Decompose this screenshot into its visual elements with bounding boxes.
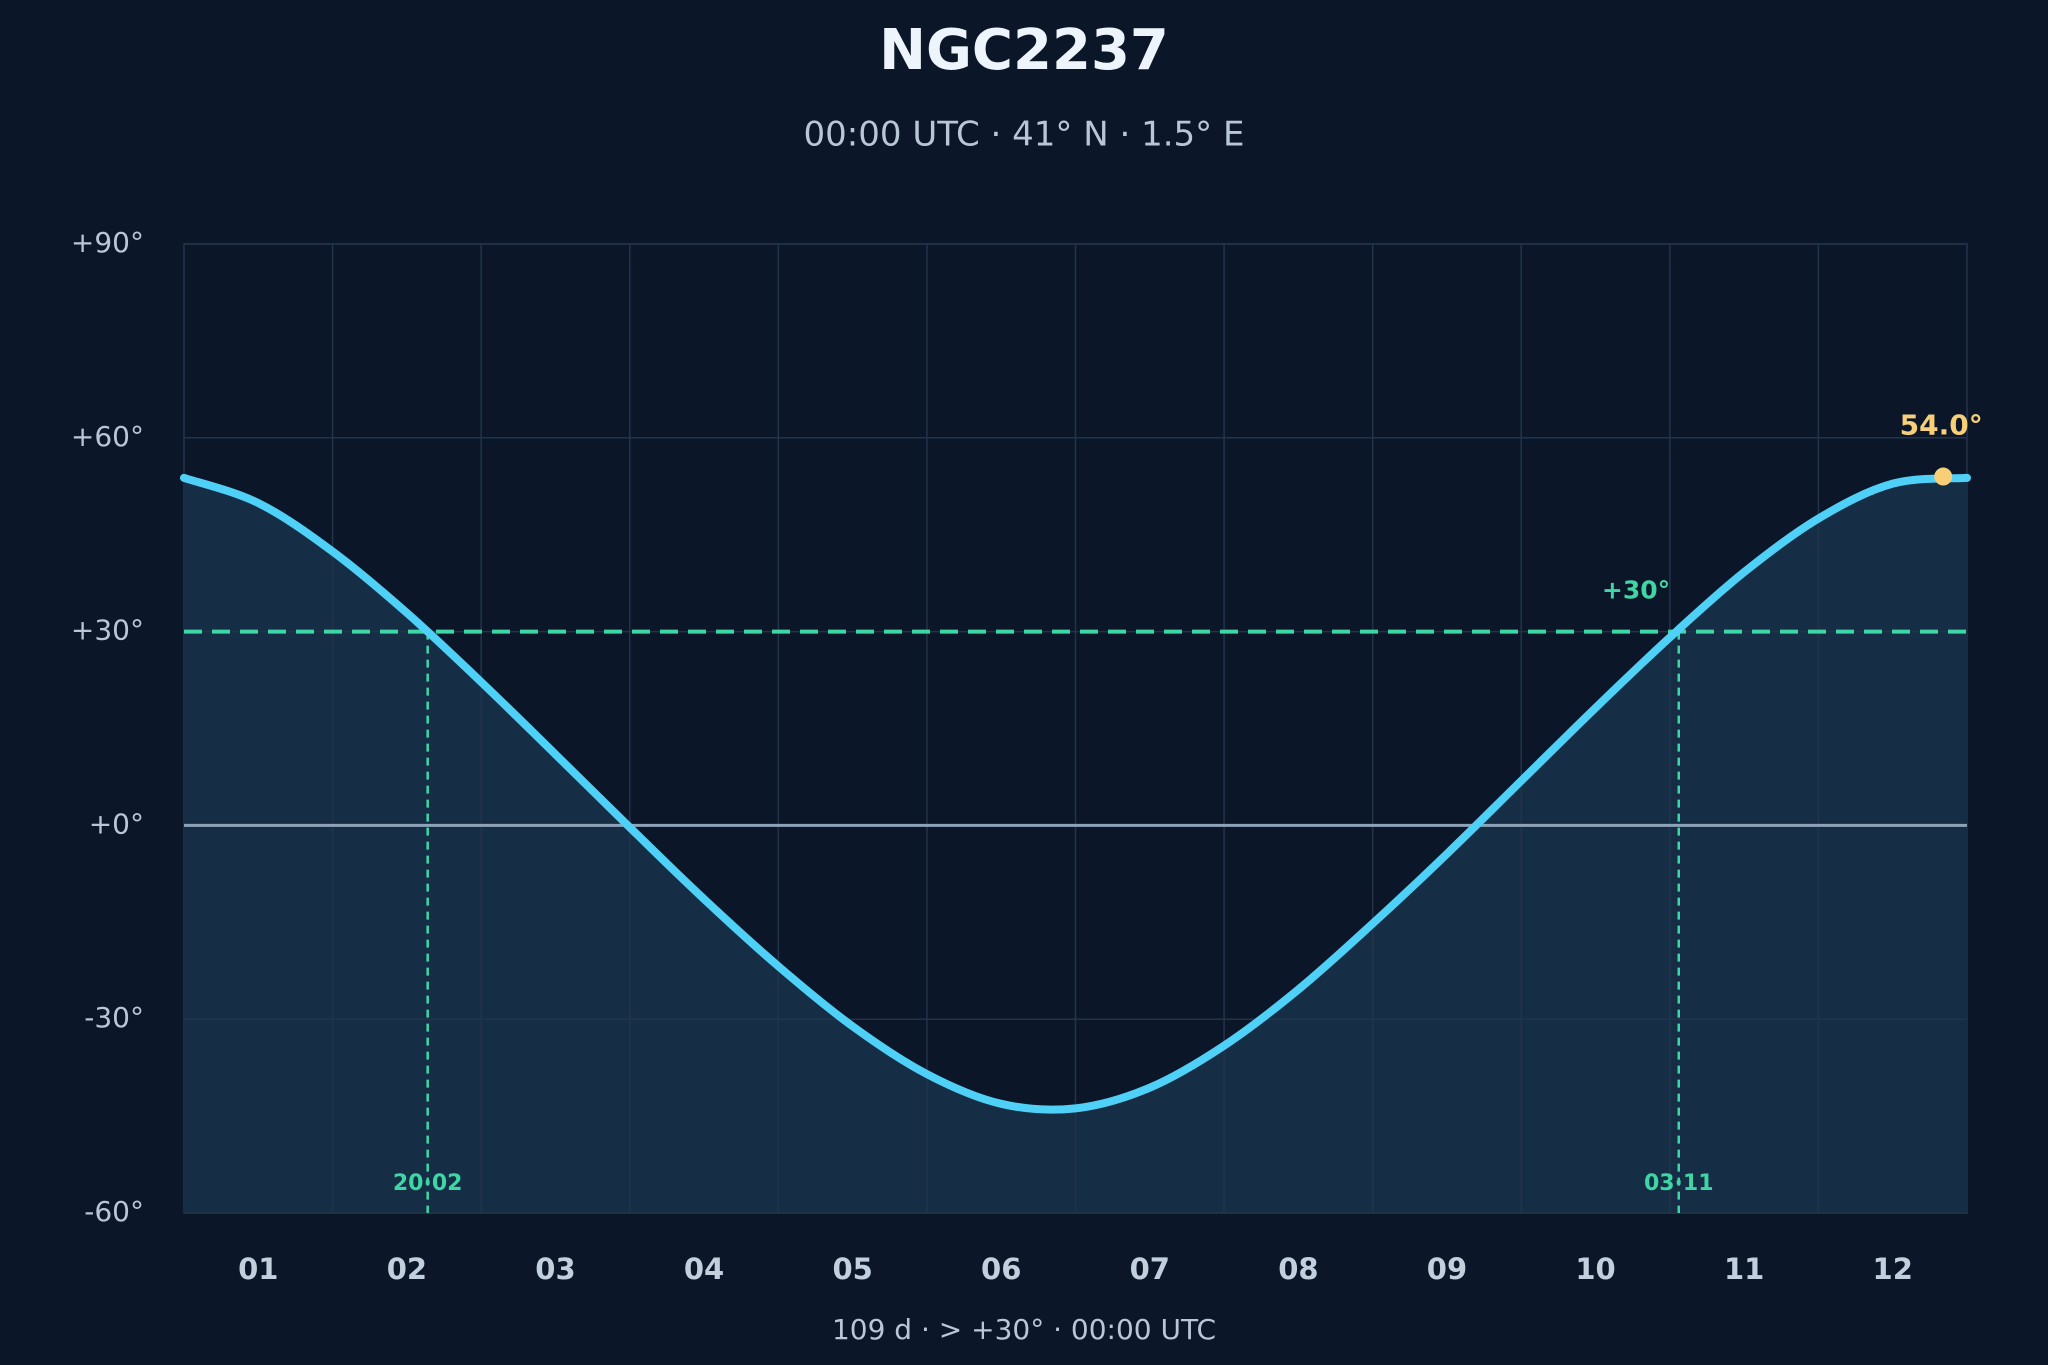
altitude-line <box>180 473 1971 1114</box>
chart-title: NGC2237 <box>879 18 1169 83</box>
x-tick-label: 01 <box>238 1252 278 1286</box>
y-tick-label: +90° <box>71 226 144 259</box>
x-tick-label: 12 <box>1873 1252 1913 1286</box>
peak-label: 54.0° <box>1900 409 1983 442</box>
x-tick-label: 06 <box>981 1252 1021 1286</box>
x-tick-label: 05 <box>832 1252 872 1286</box>
footer: 109 d · > +30° · 00:00 UTC <box>832 1313 1216 1346</box>
x-tick-label: 11 <box>1724 1252 1764 1286</box>
x-tick-label: 07 <box>1130 1252 1170 1286</box>
y-tick-label: +0° <box>89 807 144 840</box>
x-tick-label: 03 <box>535 1252 575 1286</box>
y-tick-label: -30° <box>84 1001 144 1034</box>
x-tick-label: 02 <box>387 1252 427 1286</box>
peak-marker <box>1934 467 1953 486</box>
y-tick-label: +30° <box>71 614 144 647</box>
crossing-label: 20·02 <box>393 1171 463 1196</box>
y-tick-label: -60° <box>84 1195 144 1228</box>
y-tick-label: +60° <box>71 420 144 453</box>
crossing-label: 03·11 <box>1644 1171 1714 1196</box>
x-tick-label: 09 <box>1427 1252 1467 1286</box>
x-tick-label: 08 <box>1278 1252 1318 1286</box>
threshold-label: +30° <box>1602 576 1670 605</box>
x-tick-label: 04 <box>684 1252 724 1286</box>
chart-subtitle: 00:00 UTC · 41° N · 1.5° E <box>804 115 1245 155</box>
x-tick-label: 10 <box>1575 1252 1615 1286</box>
